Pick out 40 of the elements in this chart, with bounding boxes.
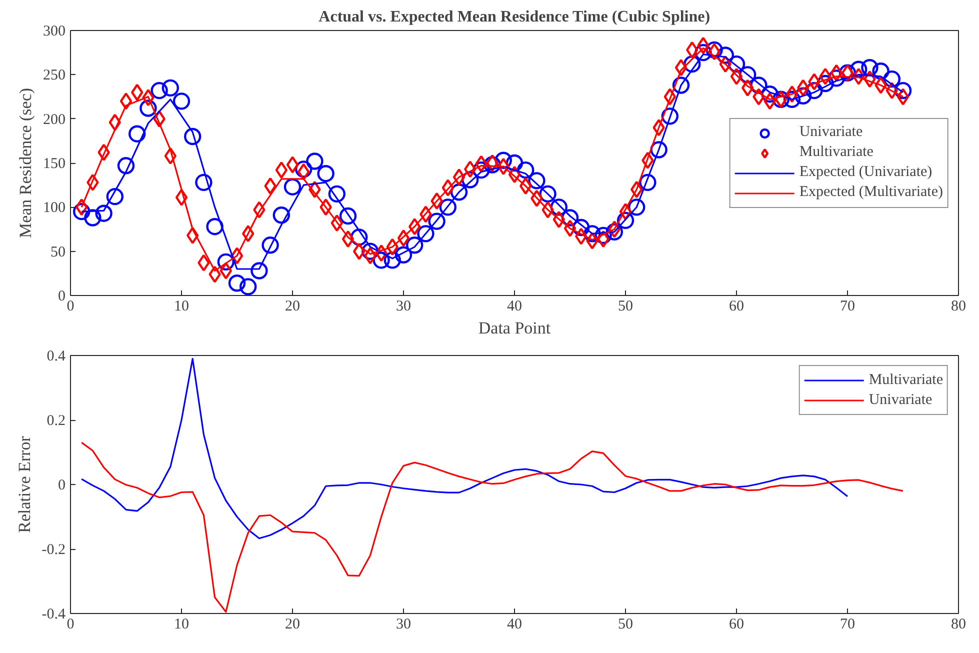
line-series <box>80 358 848 540</box>
y-tick-label: 200 <box>43 112 66 128</box>
y-axis-title: Relative Error <box>14 436 34 533</box>
y-tick-label: 0 <box>58 288 66 304</box>
x-tick-label: 10 <box>174 616 189 632</box>
x-tick-label: 60 <box>729 616 744 632</box>
x-tick-label: 20 <box>285 298 300 314</box>
x-tick-label: 80 <box>951 616 966 632</box>
legend-label: Univariate <box>868 392 932 408</box>
y-tick-label: 50 <box>50 244 66 260</box>
y-tick-label: 0.2 <box>46 413 66 429</box>
y-tick-label: 0.4 <box>46 348 66 364</box>
legend-label: Expected (Multivariate) <box>799 184 943 201</box>
x-tick-label: 70 <box>840 298 855 314</box>
y-tick-label: 250 <box>43 68 66 84</box>
y-axis-title: Mean Residence (sec) <box>16 88 35 238</box>
x-tick-label: 40 <box>507 616 522 632</box>
legend-label: Expected (Univariate) <box>799 164 932 181</box>
x-tick-label: 30 <box>396 616 411 632</box>
x-tick-label: 50 <box>618 298 633 314</box>
legend-label: Univariate <box>799 124 863 141</box>
x-tick-label: 80 <box>951 298 966 314</box>
y-tick-label: 0 <box>58 478 66 494</box>
x-tick-label: 20 <box>285 616 300 632</box>
y-tick-label: -0.4 <box>42 606 66 622</box>
y-tick-label: 300 <box>43 24 66 40</box>
y-tick-label: -0.2 <box>42 542 66 558</box>
x-tick-label: 60 <box>729 298 744 314</box>
line-series <box>80 442 904 613</box>
chart-title: Actual vs. Expected Mean Residence Time (Cubic Spline) <box>318 8 710 26</box>
x-tick-label: 70 <box>840 616 855 632</box>
x-axis-title: Data Point <box>478 318 551 338</box>
x-tick-label: 10 <box>174 298 189 314</box>
legend-label: Multivariate <box>799 144 874 161</box>
y-tick-label: 100 <box>43 200 66 216</box>
y-tick-label: 150 <box>43 156 66 172</box>
x-tick-label: 30 <box>396 298 411 314</box>
x-tick-label: 40 <box>507 298 522 314</box>
x-tick-label: 50 <box>618 616 633 632</box>
legend-label: Multivariate <box>868 372 943 388</box>
